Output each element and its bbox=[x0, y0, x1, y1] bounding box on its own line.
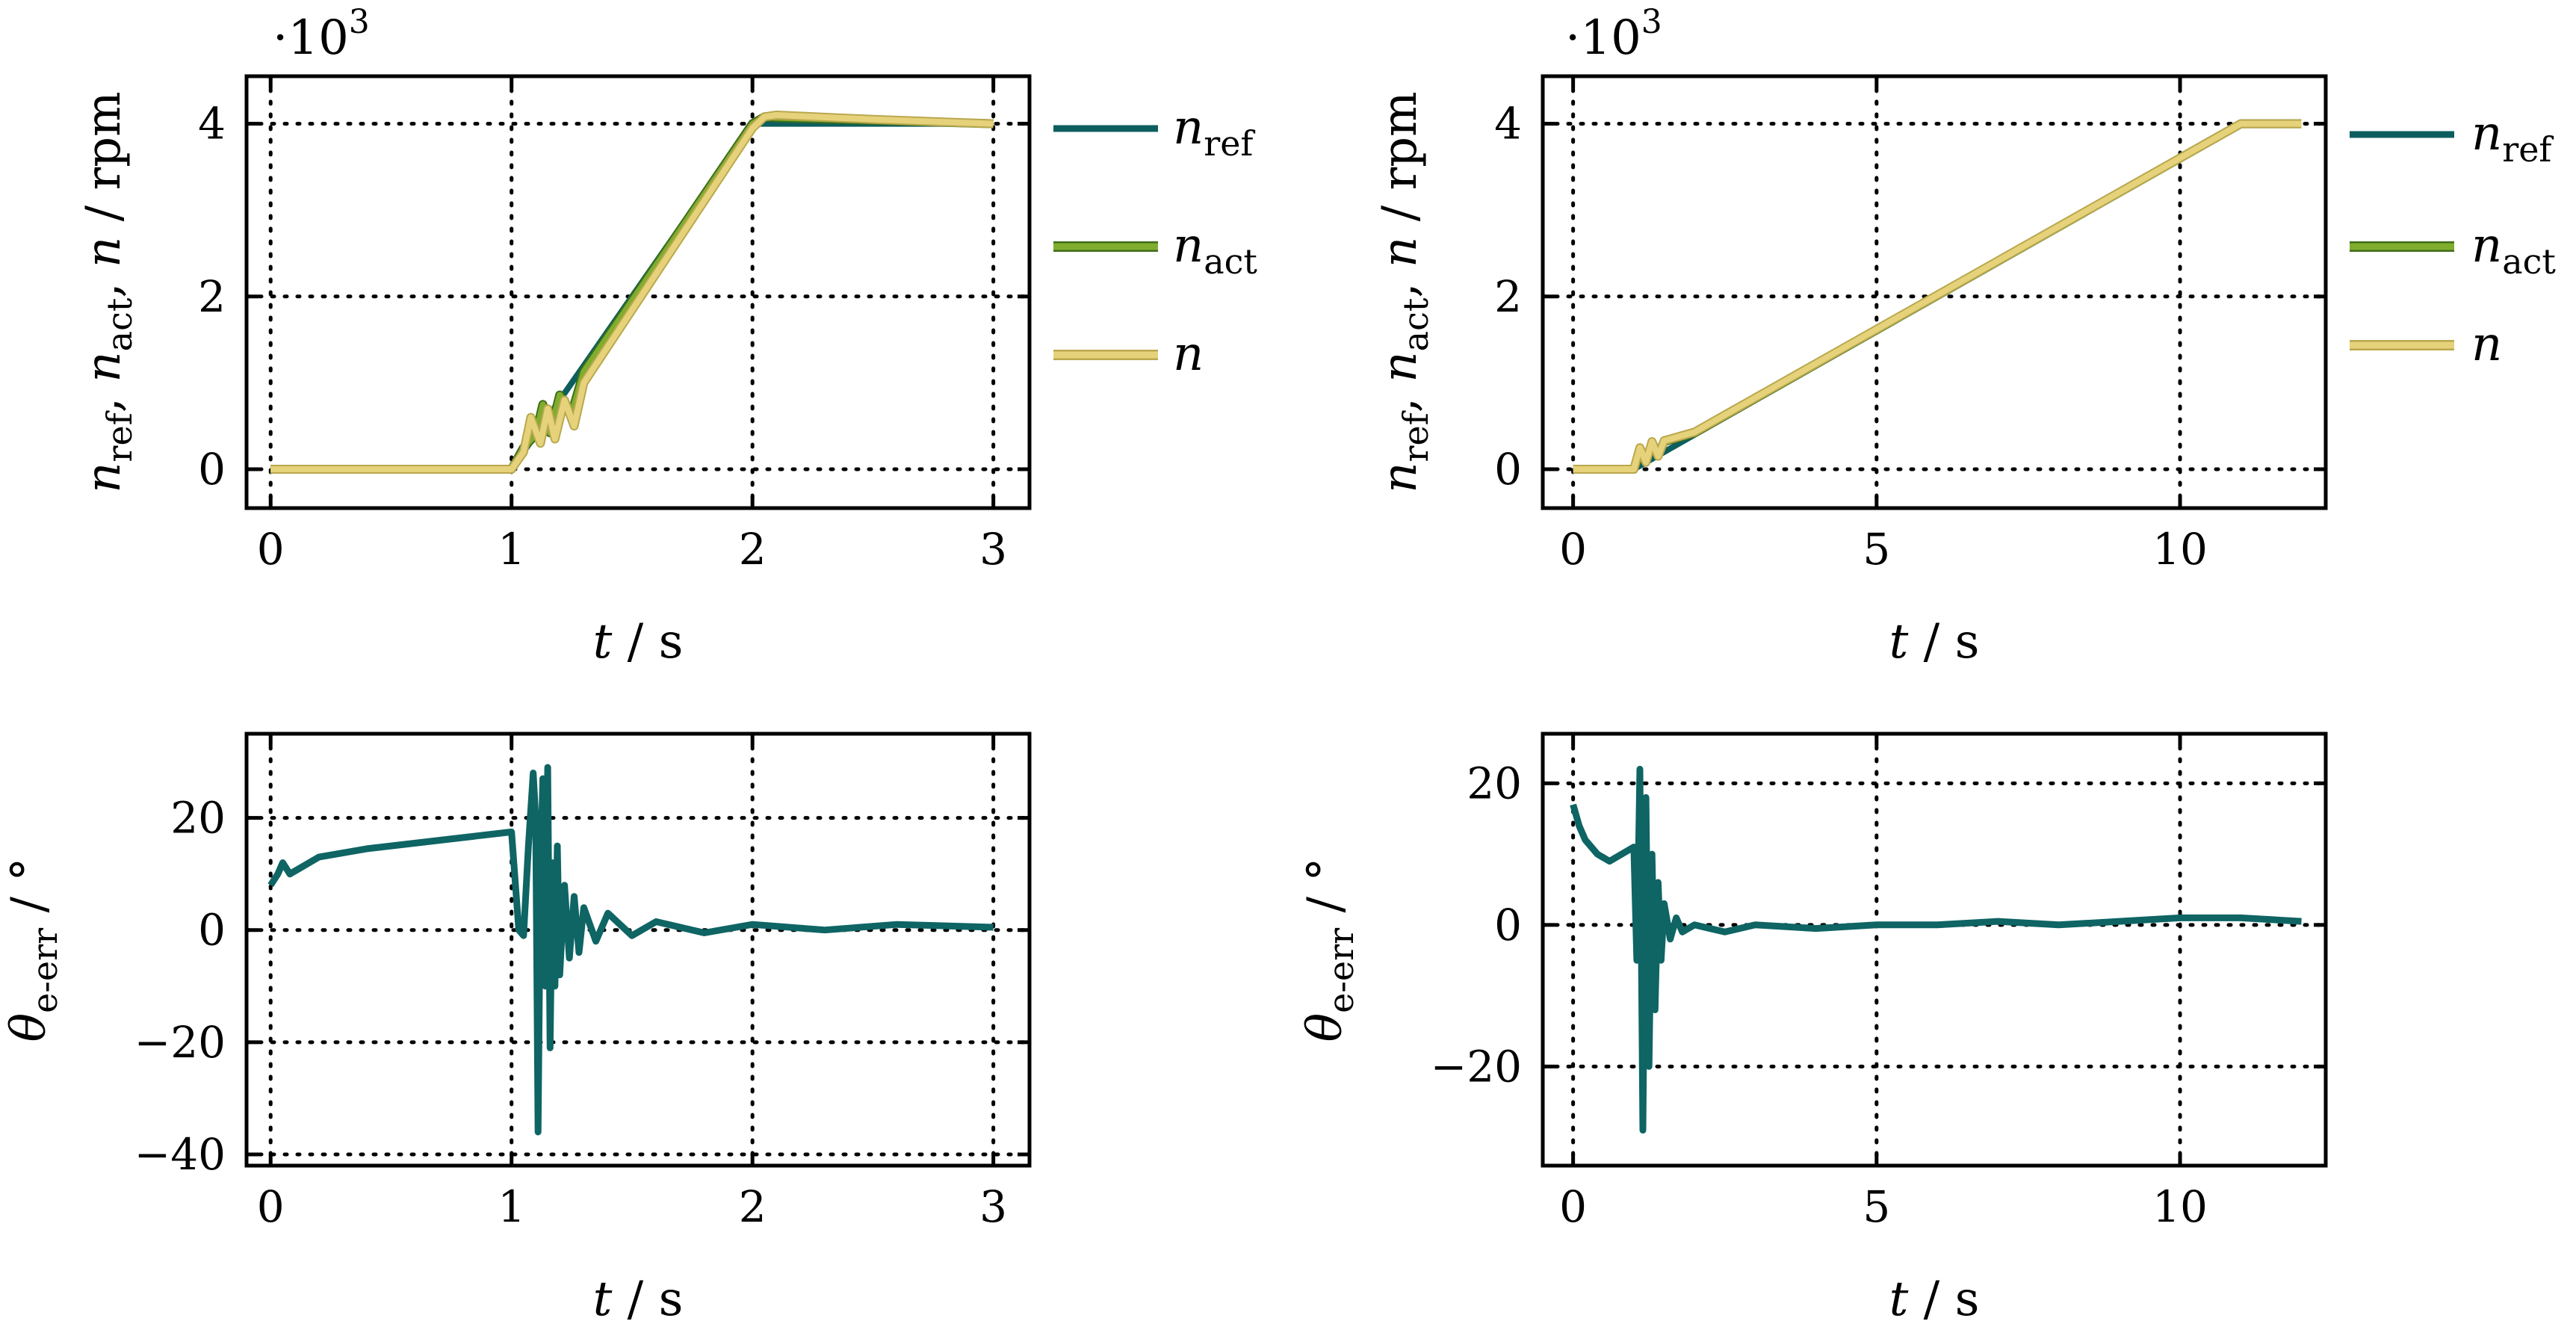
y-tick-label: 4 bbox=[198, 99, 226, 149]
y-axis-label: θe-err / ° bbox=[1, 858, 65, 1042]
y-tick-label: 4 bbox=[1494, 99, 1522, 149]
series-group bbox=[1570, 765, 2302, 1134]
series-line-n bbox=[1573, 120, 2302, 472]
y-multiplier: ·103 bbox=[1565, 3, 1662, 66]
series-line-n bbox=[270, 112, 994, 472]
y-tick-label: 0 bbox=[198, 444, 226, 495]
y-tick-label: 0 bbox=[1494, 900, 1522, 950]
y-tick-label: −40 bbox=[134, 1129, 226, 1180]
series-group bbox=[1573, 119, 2302, 474]
x-axis-label: t / s bbox=[593, 1272, 684, 1327]
x-tick-label: 10 bbox=[2152, 1181, 2208, 1232]
x-tick-label: 1 bbox=[498, 1181, 525, 1232]
x-tick-label: 0 bbox=[1559, 1181, 1587, 1232]
plot-frame bbox=[1541, 74, 2328, 510]
series-line-err bbox=[1570, 765, 2302, 1134]
series-line-err bbox=[267, 764, 994, 1136]
series-group bbox=[267, 764, 994, 1136]
y-tick-label: 2 bbox=[1494, 271, 1522, 322]
x-axis-label: t / s bbox=[1889, 1272, 1980, 1327]
x-tick-label: 3 bbox=[979, 524, 1007, 575]
plot-frame bbox=[1541, 732, 2328, 1168]
legend-label-n_ref: nref bbox=[1173, 100, 1255, 164]
x-tick-label: 0 bbox=[1559, 524, 1587, 575]
y-tick-label: −20 bbox=[1431, 1041, 1522, 1092]
y-tick-label: 20 bbox=[170, 793, 226, 844]
series-line-n_act-edge bbox=[270, 112, 994, 474]
x-tick-label: 3 bbox=[979, 1181, 1007, 1232]
x-tick-label: 10 bbox=[2152, 524, 2208, 575]
x-tick-label: 1 bbox=[498, 524, 525, 575]
x-axis-label: t / s bbox=[1889, 614, 1980, 669]
legend-label-n: n bbox=[2471, 317, 2502, 372]
y-axis-label: θe-err / ° bbox=[1298, 858, 1361, 1042]
x-tick-label: 5 bbox=[1863, 1181, 1890, 1232]
legend-label-n_act: nact bbox=[1173, 218, 1257, 282]
x-tick-label: 2 bbox=[739, 1181, 767, 1232]
y-tick-label: 0 bbox=[1494, 444, 1522, 495]
x-tick-label: 0 bbox=[257, 524, 285, 575]
chart-bottom-right: 0 5 10 −20 0 20 t / s θe-err / ° bbox=[1298, 732, 2328, 1327]
plot-frame bbox=[244, 74, 1032, 510]
y-multiplier: ·103 bbox=[273, 3, 370, 66]
x-tick-label: 2 bbox=[739, 524, 767, 575]
y-axis-label: nref, nact, n / rpm bbox=[1372, 91, 1436, 492]
x-tick-label: 0 bbox=[257, 1181, 285, 1232]
legend: nref nact n bbox=[2350, 106, 2556, 372]
legend-label-n_ref: nref bbox=[2471, 106, 2554, 170]
y-tick-label: 2 bbox=[198, 271, 226, 322]
chart-bottom-left: 0 1 2 3 −40 −20 0 20 t / s θe-err / ° bbox=[1, 732, 1032, 1327]
series-group bbox=[270, 111, 994, 474]
x-axis-label: t / s bbox=[593, 614, 684, 669]
y-tick-label: 0 bbox=[198, 905, 226, 956]
legend: nref nact n bbox=[1053, 100, 1257, 382]
legend-label-n: n bbox=[1173, 327, 1204, 382]
x-tick-label: 5 bbox=[1863, 524, 1890, 575]
y-tick-label: 20 bbox=[1467, 758, 1522, 808]
plot-frame bbox=[244, 732, 1032, 1168]
y-tick-label: −20 bbox=[134, 1017, 226, 1068]
y-axis-label: nref, nact, n / rpm bbox=[76, 91, 140, 492]
legend-label-n_act: nact bbox=[2471, 218, 2556, 282]
